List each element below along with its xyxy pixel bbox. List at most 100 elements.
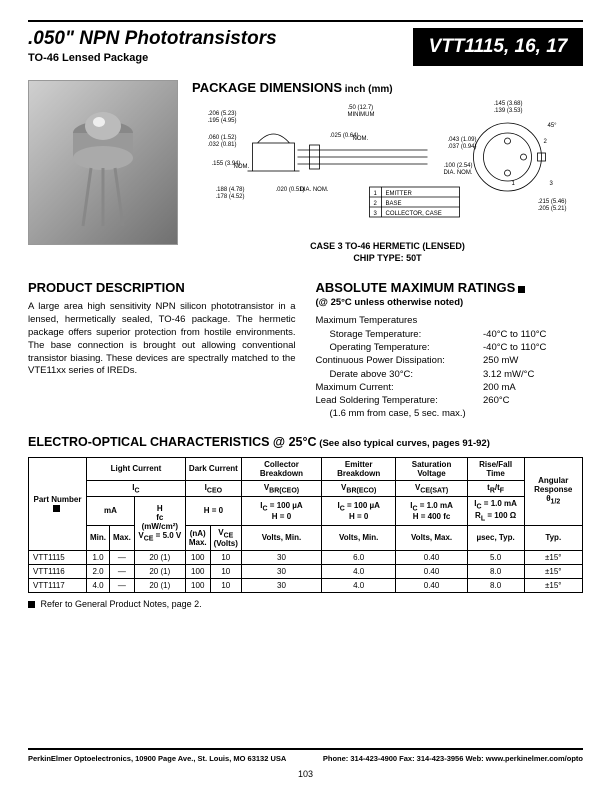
case-line2: CHIP TYPE: 50T [192, 253, 583, 265]
table-cell: 4.0 [322, 579, 396, 593]
dim-k: .100 (2.54) [444, 163, 473, 169]
table-cell: — [110, 579, 135, 593]
amr-heading-row: ABSOLUTE MAXIMUM RATINGS [316, 280, 584, 295]
rating-row: Derate above 30°C:3.12 mW/°C [316, 368, 584, 381]
eoc-param-row: IC ICEO VBR(CEO) VBR(ECO) VCE(SAT) tR/tF [29, 480, 583, 497]
eoc-heading: ELECTRO-OPTICAL CHARACTERISTICS @ 25°C [28, 435, 317, 449]
c-h: Hfc (mW/cm²)VCE = 5.0 V [134, 497, 185, 551]
u-vbreco: Volts, Min. [322, 525, 396, 551]
table-cell: VTT1115 [29, 551, 87, 565]
c-vbrceo: IC = 100 µAH = 0 [241, 497, 321, 525]
table-cell: 8.0 [467, 565, 524, 579]
gh-coll: Collector Breakdown [241, 457, 321, 480]
desc-heading: PRODUCT DESCRIPTION [28, 280, 296, 295]
gh-ang: AngularResponse θ1/2 [524, 457, 583, 525]
dim-b2: .032 (0.81) [208, 142, 237, 148]
product-photo [28, 80, 178, 245]
table-cell: ±15° [524, 551, 583, 565]
u-iceo-vce: VCE(Volts) [210, 525, 241, 551]
p-vbrceo: VBR(CEO) [241, 480, 321, 497]
u-min: Min. [87, 525, 110, 551]
rating-row: Maximum Current:200 mA [316, 381, 584, 394]
rating-value: 250 mW [483, 354, 583, 367]
p-trtf: tR/tF [467, 480, 524, 497]
table-cell: ±15° [524, 565, 583, 579]
footer-left: PerkinElmer Optoelectronics, 10900 Page … [28, 754, 286, 763]
table-cell: 20 (1) [134, 565, 185, 579]
rating-label: Derate above 30°C: [316, 368, 484, 381]
footnote-marker-icon [28, 601, 35, 608]
gh-light: Light Current [87, 457, 186, 480]
c-ma: mA [87, 497, 135, 525]
rating-value: -40°C to 110°C [483, 328, 583, 341]
table-cell: 30 [241, 565, 321, 579]
header: .050" NPN Phototransistors TO-46 Lensed … [28, 28, 583, 66]
eoc-cond-row: mA Hfc (mW/cm²)VCE = 5.0 V H = 0 IC = 10… [29, 497, 583, 525]
dim-c-note: NOM. [234, 164, 250, 170]
c-iceo: H = 0 [185, 497, 241, 525]
dim-svg: .206 (5.23) .195 (4.95) .060 (1.52) .032… [192, 95, 583, 235]
dims-unit: inch (mm) [345, 84, 393, 95]
p-vcesat: VCE(SAT) [396, 480, 467, 497]
case-line1: CASE 3 TO-46 HERMETIC (LENSED) [192, 241, 583, 253]
table-cell: 0.40 [396, 565, 467, 579]
rating-value: 3.12 mW/°C [483, 368, 583, 381]
svg-text:2: 2 [544, 139, 548, 145]
rating-label: Maximum Temperatures [316, 314, 484, 327]
eoc-body: VTT11151.0—20 (1)10010306.00.405.0±15°VT… [29, 551, 583, 593]
dim-h: .145 (3.68) [494, 101, 523, 107]
gh-emit: Emitter Breakdown [322, 457, 396, 480]
absolute-max-ratings: ABSOLUTE MAXIMUM RATINGS (@ 25°C unless … [316, 280, 584, 420]
table-cell: ±15° [524, 579, 583, 593]
table-row: VTT11151.0—20 (1)10010306.00.405.0±15° [29, 551, 583, 565]
footer-rule [28, 748, 583, 750]
dim-e-note: DIA. NOM. [300, 187, 329, 193]
amr-note: (@ 25°C unless otherwise noted) [316, 297, 584, 308]
rating-label: Lead Soldering Temperature: [316, 394, 484, 407]
p-iceo: ICEO [185, 480, 241, 497]
dim-i: 45° [548, 123, 558, 129]
dimension-drawing: .206 (5.23) .195 (4.95) .060 (1.52) .032… [192, 95, 583, 235]
dim-f-note: MINIMUM [348, 112, 375, 118]
p-ic: IC [87, 480, 186, 497]
table-cell: 20 (1) [134, 551, 185, 565]
footer: PerkinElmer Optoelectronics, 10900 Page … [28, 748, 583, 779]
gh-sat: Saturation Voltage [396, 457, 467, 480]
footer-text: PerkinElmer Optoelectronics, 10900 Page … [28, 754, 583, 763]
u-trtf: µsec, Typ. [467, 525, 524, 551]
rating-value: 200 mA [483, 381, 583, 394]
table-cell: 0.40 [396, 579, 467, 593]
case-info: CASE 3 TO-46 HERMETIC (LENSED) CHIP TYPE… [192, 241, 583, 264]
eoc-unit-row: Min. Max. (nA)Max. VCE(Volts) Volts, Min… [29, 525, 583, 551]
header-left: .050" NPN Phototransistors TO-46 Lensed … [28, 28, 413, 64]
c-vcesat: IC = 1.0 mAH = 400 fc [396, 497, 467, 525]
rating-label: Storage Temperature: [316, 328, 484, 341]
rating-row: Maximum Temperatures [316, 314, 584, 327]
u-vcesat: Volts, Max. [396, 525, 467, 551]
u-iceo-na: (nA)Max. [185, 525, 210, 551]
table-cell: 30 [241, 551, 321, 565]
rating-label: (1.6 mm from case, 5 sec. max.) [316, 407, 484, 420]
rating-row: Operating Temperature:-40°C to 110°C [316, 341, 584, 354]
u-max: Max. [110, 525, 135, 551]
title-main: .050" NPN Phototransistors [28, 28, 413, 50]
top-rule [28, 20, 583, 22]
table-cell: 6.0 [322, 551, 396, 565]
table-cell: 10 [210, 551, 241, 565]
dim-g-note: NOM. [353, 136, 369, 142]
svg-text:3: 3 [374, 211, 378, 217]
eoc-heading-row: ELECTRO-OPTICAL CHARACTERISTICS @ 25°C (… [28, 435, 583, 449]
table-cell: — [110, 551, 135, 565]
eoc-subnote: (See also typical curves, pages 91-92) [319, 438, 490, 449]
table-cell: 30 [241, 579, 321, 593]
part-number-box: VTT1115, 16, 17 [413, 28, 583, 66]
c-trtf: IC = 1.0 mARL = 100 Ω [467, 497, 524, 525]
title-sub: TO-46 Lensed Package [28, 52, 413, 64]
table-cell: 100 [185, 551, 210, 565]
rating-value: -40°C to 110°C [483, 341, 583, 354]
rating-value: 260°C [483, 394, 583, 407]
svg-text:2: 2 [374, 201, 378, 207]
rating-row: Storage Temperature:-40°C to 110°C [316, 328, 584, 341]
dim-f: .50 (12.7) [348, 105, 374, 111]
dim-l: .215 (5.46) [538, 199, 567, 205]
